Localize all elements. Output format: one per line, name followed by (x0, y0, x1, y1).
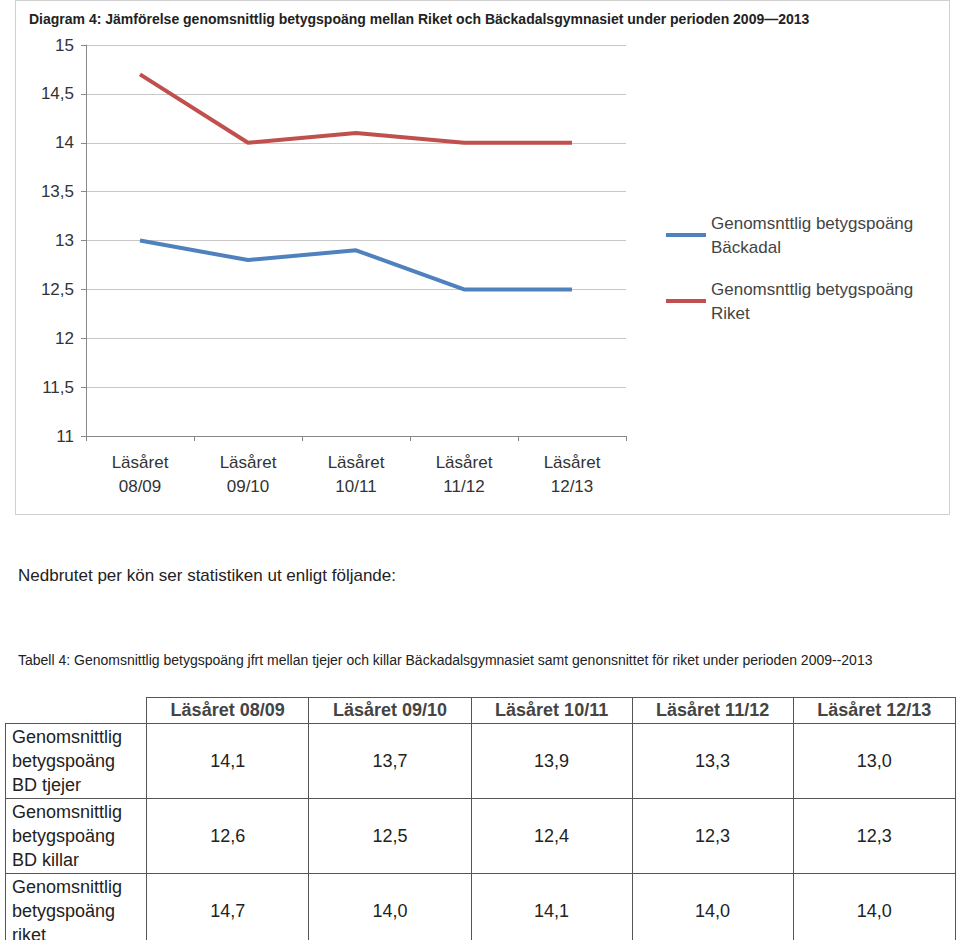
svg-text:10/11: 10/11 (335, 477, 376, 496)
html-text:Läsåret 08/09: Läsåret 08/09 (170, 700, 285, 720)
html-text:13,0: 13,0 (856, 750, 892, 771)
svg-text:Genomsnttlig betygspoäng: Genomsnttlig betygspoäng (711, 214, 918, 233)
svg-text:14: 14 (55, 133, 74, 152)
html-text:Genomsnittlig betygspoäng BD t: Genomsnittlig betygspoäng BD tjejer (12, 727, 123, 795)
html-text:12,5: 12,5 (372, 825, 408, 846)
html-text:Nedbrutet per kön ser statisti: Nedbrutet per kön ser statistiken ut enl… (18, 566, 396, 585)
svg-text:14,5: 14,5 (41, 84, 74, 103)
svg-text:Bäckadal: Bäckadal (711, 238, 781, 257)
svg-text:12/13: 12/13 (551, 477, 594, 496)
html-text:13,3: 13,3 (695, 750, 731, 771)
svg-text:11,5: 11,5 (42, 378, 74, 397)
svg-text:Läsåret: Läsåret (220, 453, 277, 472)
html-text:Läsåret 11/12: Läsåret 11/12 (656, 700, 770, 720)
html-text:12,3: 12,3 (856, 825, 892, 846)
svg-text:11/12: 11/12 (443, 477, 484, 496)
svg-text:12: 12 (55, 329, 74, 348)
svg-text:Läsåret: Läsåret (544, 453, 601, 472)
html-text:14,1: 14,1 (534, 900, 570, 921)
svg-text:Diagram 4: Jämförelse genomsni: Diagram 4: Jämförelse genomsnittlig bety… (29, 11, 810, 27)
svg-text:11: 11 (56, 427, 74, 446)
html-text:Genomsnittlig betygspoäng BD k: Genomsnittlig betygspoäng BD killar (12, 802, 123, 870)
html-text:13,7: 13,7 (372, 750, 408, 771)
html-text:Läsåret 10/11: Läsåret 10/11 (495, 700, 609, 720)
svg-text:13: 13 (55, 231, 74, 250)
svg-text:Genomsnttlig betygspoäng: Genomsnttlig betygspoäng (711, 280, 918, 299)
svg-text:15: 15 (55, 36, 74, 55)
svg-text:Läsåret: Läsåret (436, 453, 493, 472)
html-text:14,7: 14,7 (210, 900, 246, 921)
svg-text:13,5: 13,5 (41, 182, 74, 201)
svg-text:Läsåret: Läsåret (112, 453, 169, 472)
svg-text:08/09: 08/09 (119, 477, 162, 496)
html-text:Tabell 4: Genomsnittlig betygs: Tabell 4: Genomsnittlig betygspoäng jfrt… (18, 652, 873, 668)
html-text:14,0: 14,0 (372, 900, 408, 921)
html-text:Läsåret 09/10: Läsåret 09/10 (332, 700, 447, 720)
html-text:14,0: 14,0 (856, 900, 892, 921)
svg-text:12,5: 12,5 (41, 280, 74, 299)
svg-text:Läsåret: Läsåret (328, 453, 385, 472)
svg-text:09/10: 09/10 (227, 477, 270, 496)
html-text:14,0: 14,0 (695, 900, 731, 921)
html-text:12,4: 12,4 (534, 825, 570, 846)
html-text:12,6: 12,6 (210, 825, 246, 846)
html-text:13,9: 13,9 (534, 750, 570, 771)
html-text:Läsåret 12/13: Läsåret 12/13 (817, 700, 932, 720)
html-text:12,3: 12,3 (695, 825, 731, 846)
svg-text:Riket: Riket (711, 304, 750, 323)
html-text:14,1: 14,1 (210, 750, 246, 771)
